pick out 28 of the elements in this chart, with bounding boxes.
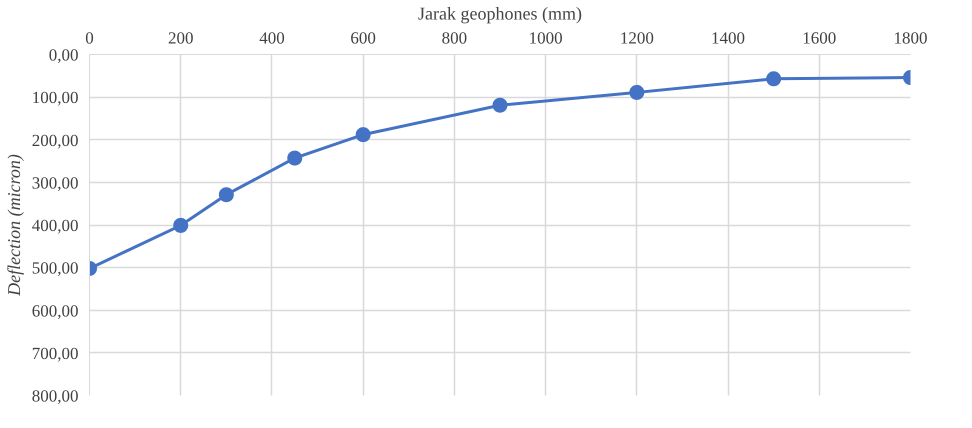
y-tick-label: 400,00 <box>32 216 78 235</box>
x-tick-label: 800 <box>442 28 468 48</box>
point <box>629 84 644 100</box>
y-tick-label: 700,00 <box>32 344 78 363</box>
y-tick-label: 0,00 <box>48 46 78 64</box>
x-tick-label: 1200 <box>620 28 654 48</box>
point <box>356 127 371 142</box>
point <box>218 187 234 202</box>
x-tick-label: 600 <box>350 28 376 48</box>
y-axis-title: Deflection (micron) <box>4 154 24 297</box>
x-axis-title: Jarak geophones (mm) <box>418 4 582 24</box>
y-tick-label: 600,00 <box>32 301 78 320</box>
x-tick-label: 0 <box>85 28 94 48</box>
x-tick-label: 200 <box>168 28 194 48</box>
y-tick-label: 800,00 <box>32 386 78 406</box>
x-tick-label: 400 <box>259 28 285 48</box>
point <box>492 98 508 113</box>
y-tick-label: 500,00 <box>32 258 78 278</box>
point <box>766 71 782 86</box>
point <box>173 218 188 233</box>
x-tick-label: 1600 <box>802 28 836 48</box>
x-tick-label: 1000 <box>528 28 563 48</box>
y-tick-label: 100,00 <box>32 88 78 108</box>
y-tick-label: 200,00 <box>32 130 78 150</box>
x-tick-label: 1800 <box>894 28 928 48</box>
point <box>287 150 302 166</box>
y-tick-label: 300,00 <box>32 173 78 192</box>
x-tick-label: 1400 <box>711 28 746 48</box>
